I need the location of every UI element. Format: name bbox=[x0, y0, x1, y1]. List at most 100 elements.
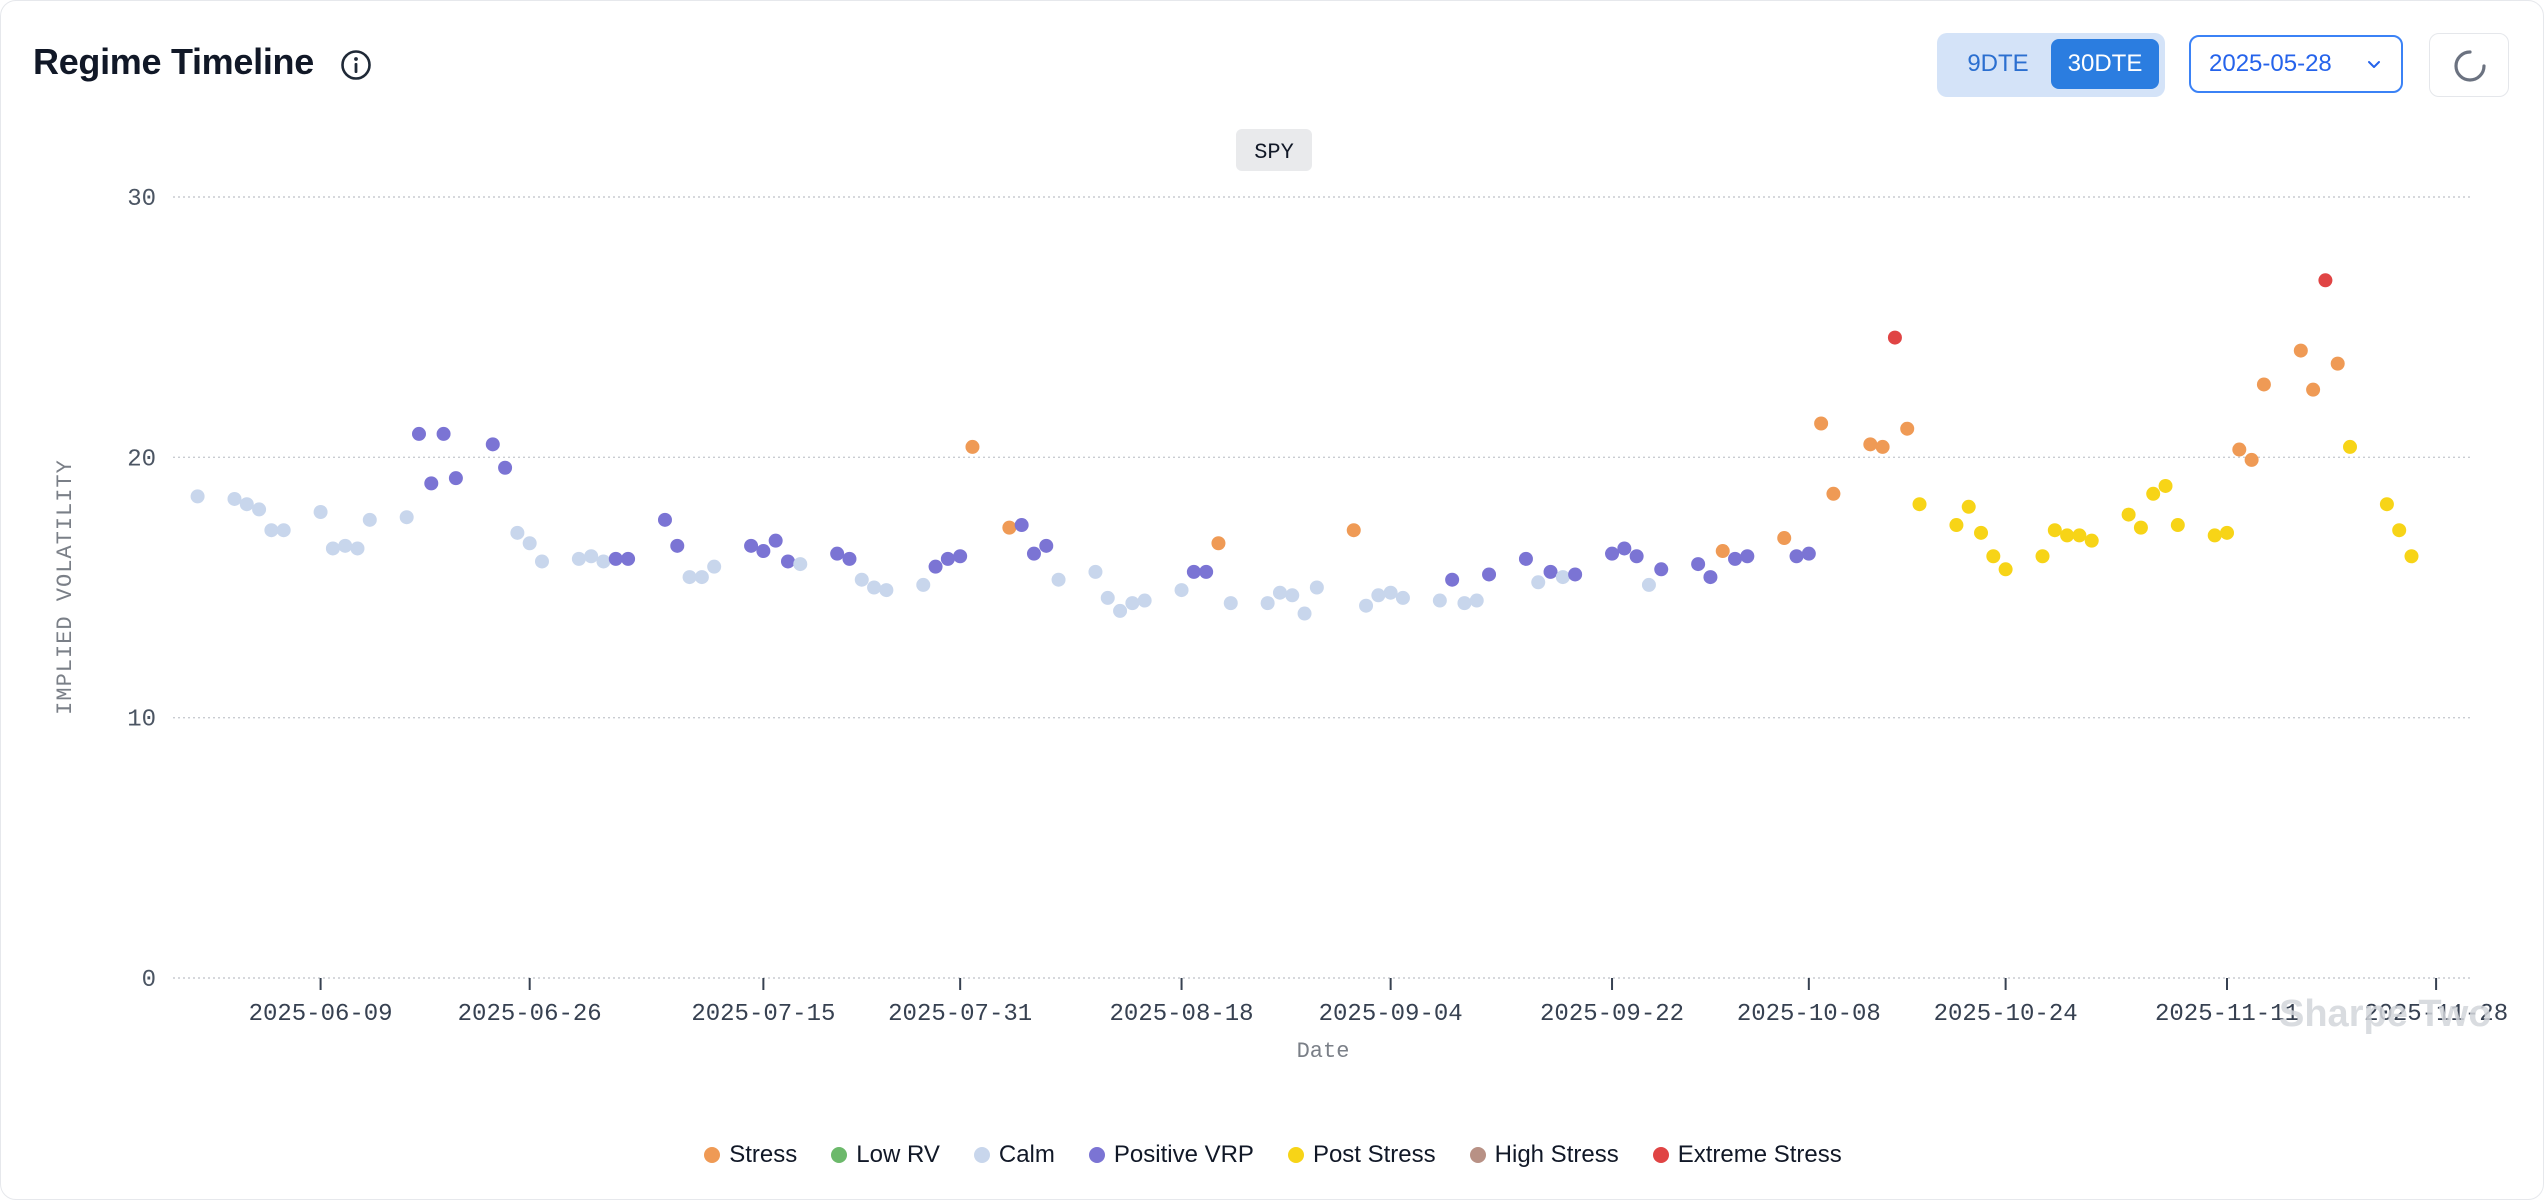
data-point bbox=[1371, 588, 1386, 603]
x-tick-label: 2025-11-28 bbox=[2364, 1001, 2508, 1028]
data-point bbox=[2121, 507, 2136, 522]
data-point bbox=[608, 551, 623, 566]
legend-label: Low RV bbox=[856, 1141, 940, 1168]
legend-item[interactable]: Positive VRP bbox=[1088, 1141, 1254, 1169]
legend-swatch bbox=[973, 1147, 990, 1163]
data-point bbox=[1641, 577, 1656, 592]
data-point bbox=[1051, 572, 1066, 587]
data-point bbox=[1789, 549, 1804, 564]
chevron-down-icon bbox=[2368, 61, 2380, 68]
data-point bbox=[1900, 421, 1915, 436]
data-point bbox=[1309, 580, 1324, 595]
regime-scatter-chart: 0 10 20 30 2025-06-09 2025-06-26 2025-07-15 202… bbox=[53, 129, 2508, 1064]
x-tick-label: 2025-10-08 bbox=[1737, 1001, 1881, 1028]
data-point bbox=[694, 570, 709, 585]
page-title: Regime Timeline bbox=[33, 41, 314, 82]
data-point bbox=[2256, 377, 2271, 392]
legend-item[interactable]: Post Stress bbox=[1287, 1141, 1436, 1169]
legend-label: Post Stress bbox=[1312, 1141, 1436, 1168]
data-point bbox=[1395, 590, 1410, 605]
data-point bbox=[2293, 343, 2308, 358]
data-point bbox=[1002, 520, 1017, 535]
data-point bbox=[1359, 598, 1374, 613]
data-point bbox=[916, 577, 931, 592]
dte-30-button[interactable]: 30DTE bbox=[2051, 39, 2159, 89]
data-point bbox=[313, 505, 328, 520]
data-point bbox=[1887, 330, 1902, 345]
data-point bbox=[2084, 533, 2099, 548]
data-point bbox=[1125, 596, 1140, 611]
data-point bbox=[867, 580, 882, 595]
data-point bbox=[1113, 603, 1128, 618]
legend-item[interactable]: Extreme Stress bbox=[1652, 1141, 1842, 1169]
x-tick-label: 2025-06-26 bbox=[458, 1001, 602, 1028]
data-point bbox=[928, 559, 943, 574]
data-point bbox=[2170, 518, 2185, 533]
data-point bbox=[424, 476, 439, 491]
legend-label: Extreme Stress bbox=[1677, 1141, 1842, 1168]
data-point bbox=[276, 523, 291, 538]
data-point bbox=[1260, 596, 1275, 611]
data-point bbox=[522, 536, 537, 551]
data-point bbox=[744, 538, 759, 553]
data-point bbox=[2035, 549, 2050, 564]
data-point bbox=[1912, 497, 1927, 512]
data-point bbox=[1211, 536, 1226, 551]
refresh-button[interactable] bbox=[2429, 33, 2509, 97]
data-point bbox=[793, 557, 808, 572]
data-point bbox=[1518, 551, 1533, 566]
x-tick-label: 2025-10-24 bbox=[1934, 1001, 2078, 1028]
date-select[interactable]: 2025-05-28 bbox=[2189, 35, 2403, 93]
x-axis-label: Date bbox=[1297, 1039, 1350, 1064]
data-point bbox=[1026, 546, 1041, 561]
data-point bbox=[1863, 437, 1878, 452]
info-icon[interactable] bbox=[339, 48, 373, 82]
data-point bbox=[1137, 593, 1152, 608]
data-point bbox=[670, 538, 685, 553]
legend-swatch bbox=[1469, 1147, 1486, 1163]
data-point bbox=[953, 549, 968, 564]
data-point bbox=[448, 471, 463, 486]
data-point bbox=[1272, 585, 1287, 600]
data-point bbox=[1457, 596, 1472, 611]
data-point bbox=[1297, 606, 1312, 621]
legend-item[interactable]: Calm bbox=[973, 1141, 1055, 1169]
data-point bbox=[485, 437, 500, 452]
watermark: Sharpe Two bbox=[2279, 993, 2492, 1035]
data-point bbox=[2060, 528, 2075, 543]
data-point bbox=[1445, 572, 1460, 587]
data-point bbox=[682, 570, 697, 585]
data-point bbox=[1543, 564, 1558, 579]
legend-swatch bbox=[831, 1147, 848, 1163]
data-point bbox=[2220, 525, 2235, 540]
x-tick-label: 2025-09-22 bbox=[1540, 1001, 1684, 1028]
data-point bbox=[940, 551, 955, 566]
x-tick-label: 2025-09-04 bbox=[1319, 1001, 1463, 1028]
data-point bbox=[534, 554, 549, 569]
legend-swatch bbox=[1652, 1147, 1669, 1163]
data-point bbox=[350, 541, 365, 556]
data-point bbox=[1740, 549, 1755, 564]
data-point bbox=[498, 460, 513, 475]
data-point bbox=[2133, 520, 2148, 535]
data-point bbox=[1346, 523, 1361, 538]
ticker-badge-bg bbox=[1236, 129, 1312, 171]
x-tick-label: 2025-06-09 bbox=[249, 1001, 393, 1028]
data-point bbox=[1777, 531, 1792, 546]
data-point bbox=[264, 523, 279, 538]
data-point bbox=[1469, 593, 1484, 608]
data-point bbox=[1014, 518, 1029, 533]
y-tick-label: 10 bbox=[127, 707, 156, 734]
data-point bbox=[1555, 570, 1570, 585]
legend-item[interactable]: Stress bbox=[704, 1141, 797, 1169]
legend-label: Stress bbox=[729, 1141, 798, 1168]
data-point bbox=[657, 512, 672, 527]
data-point bbox=[1223, 596, 1238, 611]
x-tick-label: 2025-11-11 bbox=[2155, 1001, 2299, 1028]
data-point bbox=[584, 549, 599, 564]
data-point bbox=[879, 583, 894, 598]
legend-item[interactable]: Low RV bbox=[831, 1141, 940, 1169]
dte-9-button[interactable]: 9DTE bbox=[1967, 50, 2029, 77]
legend-item[interactable]: High Stress bbox=[1469, 1141, 1619, 1169]
data-point bbox=[2047, 523, 2062, 538]
